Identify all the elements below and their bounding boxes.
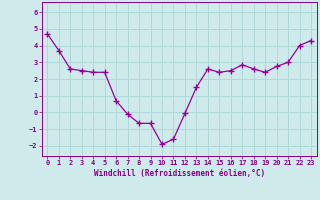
X-axis label: Windchill (Refroidissement éolien,°C): Windchill (Refroidissement éolien,°C) [94, 169, 265, 178]
